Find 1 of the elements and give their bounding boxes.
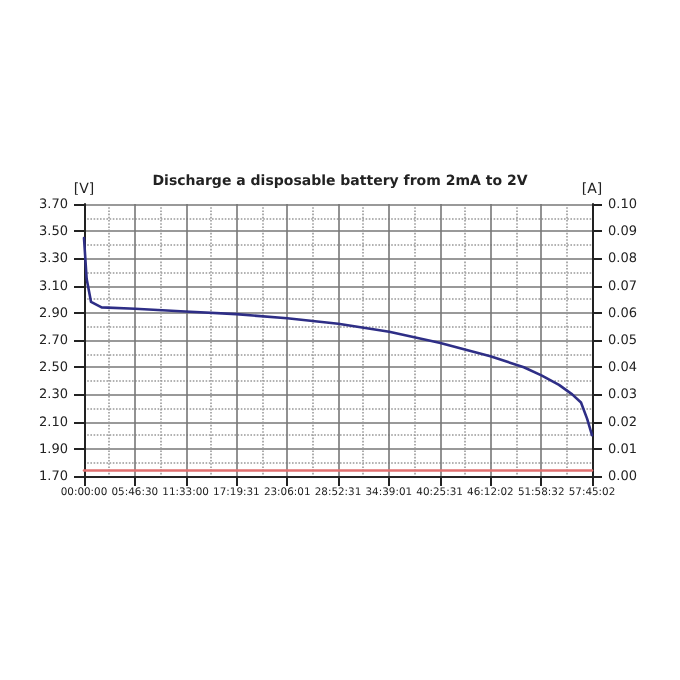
line-series <box>82 236 594 437</box>
